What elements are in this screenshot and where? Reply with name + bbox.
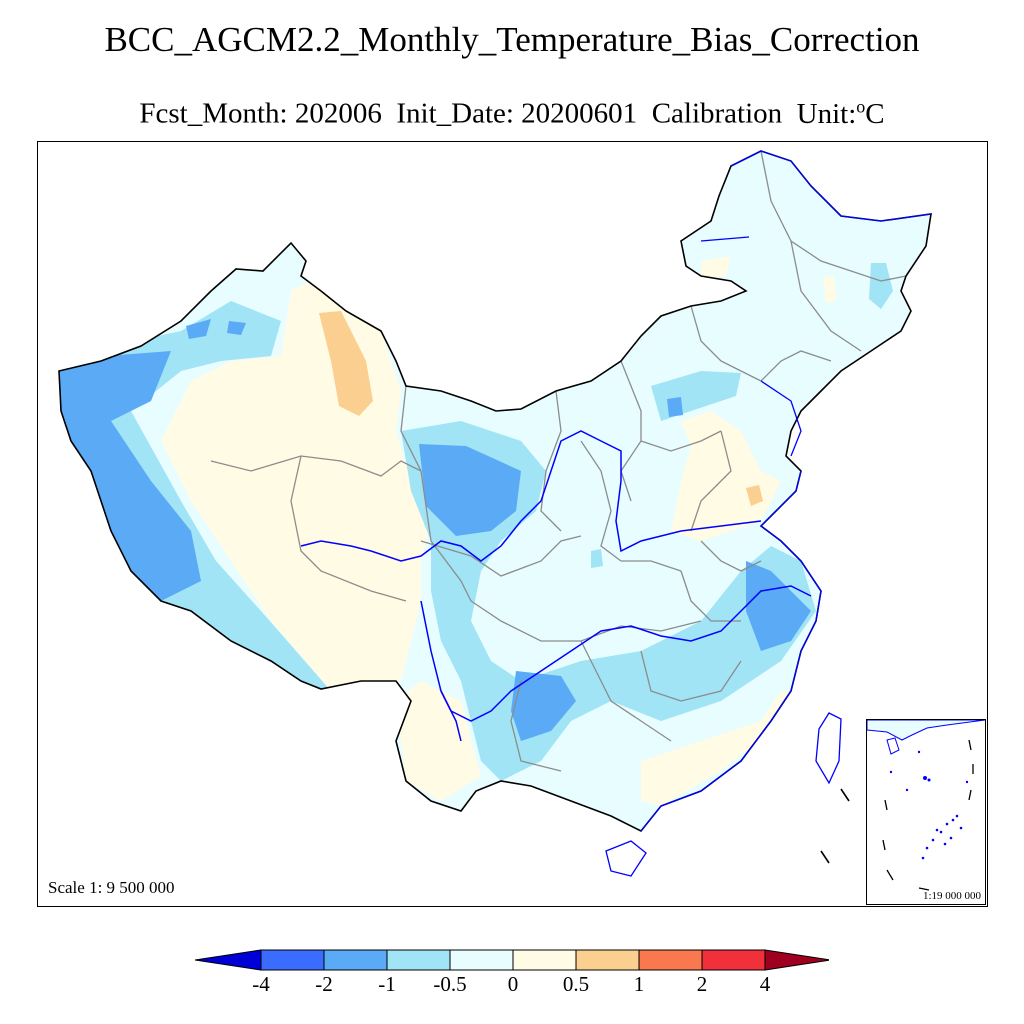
colorbar-swatch — [701, 949, 766, 971]
colorbar-tick-label: -2 — [315, 972, 333, 996]
colorbar-swatch — [386, 949, 451, 971]
disputed-boundary — [820, 788, 850, 864]
colorbar-swatch — [260, 949, 325, 971]
colorbar-swatch — [512, 949, 577, 971]
colorbar: -4 -2 -1 -0.5 0 0.5 1 2 4 — [194, 948, 832, 1018]
colorbar-swatch — [575, 949, 640, 971]
colorbar-tick-label: 4 — [759, 972, 771, 996]
colorbar-tick-label: 0 — [507, 972, 519, 996]
colorbar-swatch — [638, 949, 703, 971]
map-frame: Scale 1: 9 500 000 1:19 000 000 — [37, 141, 988, 907]
inset-map — [867, 720, 985, 891]
inset-scale-label: 1:19 000 000 — [922, 890, 981, 902]
colorbar-swatch — [323, 949, 388, 971]
map-subtitle: Fcst_Month: 202006 Init_Date: 20200601 C… — [0, 96, 1024, 131]
unit-label: Unit:oC — [796, 96, 885, 130]
province-boundaries — [210, 150, 907, 772]
colorbar-min-arrow — [194, 949, 262, 971]
colorbar-max-arrow — [764, 949, 832, 971]
colorbar-swatch — [449, 949, 514, 971]
forecast-month: Fcst_Month: 202006 — [139, 97, 382, 130]
colorbar-swatches — [194, 949, 832, 971]
colorbar-tick-label: -4 — [252, 972, 270, 996]
temperature-fill — [59, 151, 931, 831]
map-title: BCC_AGCM2.2_Monthly_Temperature_Bias_Cor… — [104, 20, 920, 59]
rivers — [300, 430, 812, 742]
colorbar-tick-label: -1 — [378, 972, 396, 996]
south-china-sea-inset: 1:19 000 000 — [866, 719, 986, 905]
china-map — [58, 150, 932, 877]
init-date: Init_Date: 20200601 — [396, 97, 638, 130]
colorbar-tick-label: -0.5 — [433, 972, 467, 996]
colorbar-tick-label: 1 — [633, 972, 645, 996]
coastline — [605, 150, 932, 877]
mode-label: Calibration — [651, 97, 783, 130]
colorbar-tick-label: 2 — [696, 972, 708, 996]
map-scale-label: Scale 1: 9 500 000 — [48, 878, 175, 897]
colorbar-tick-label: 0.5 — [562, 972, 590, 996]
